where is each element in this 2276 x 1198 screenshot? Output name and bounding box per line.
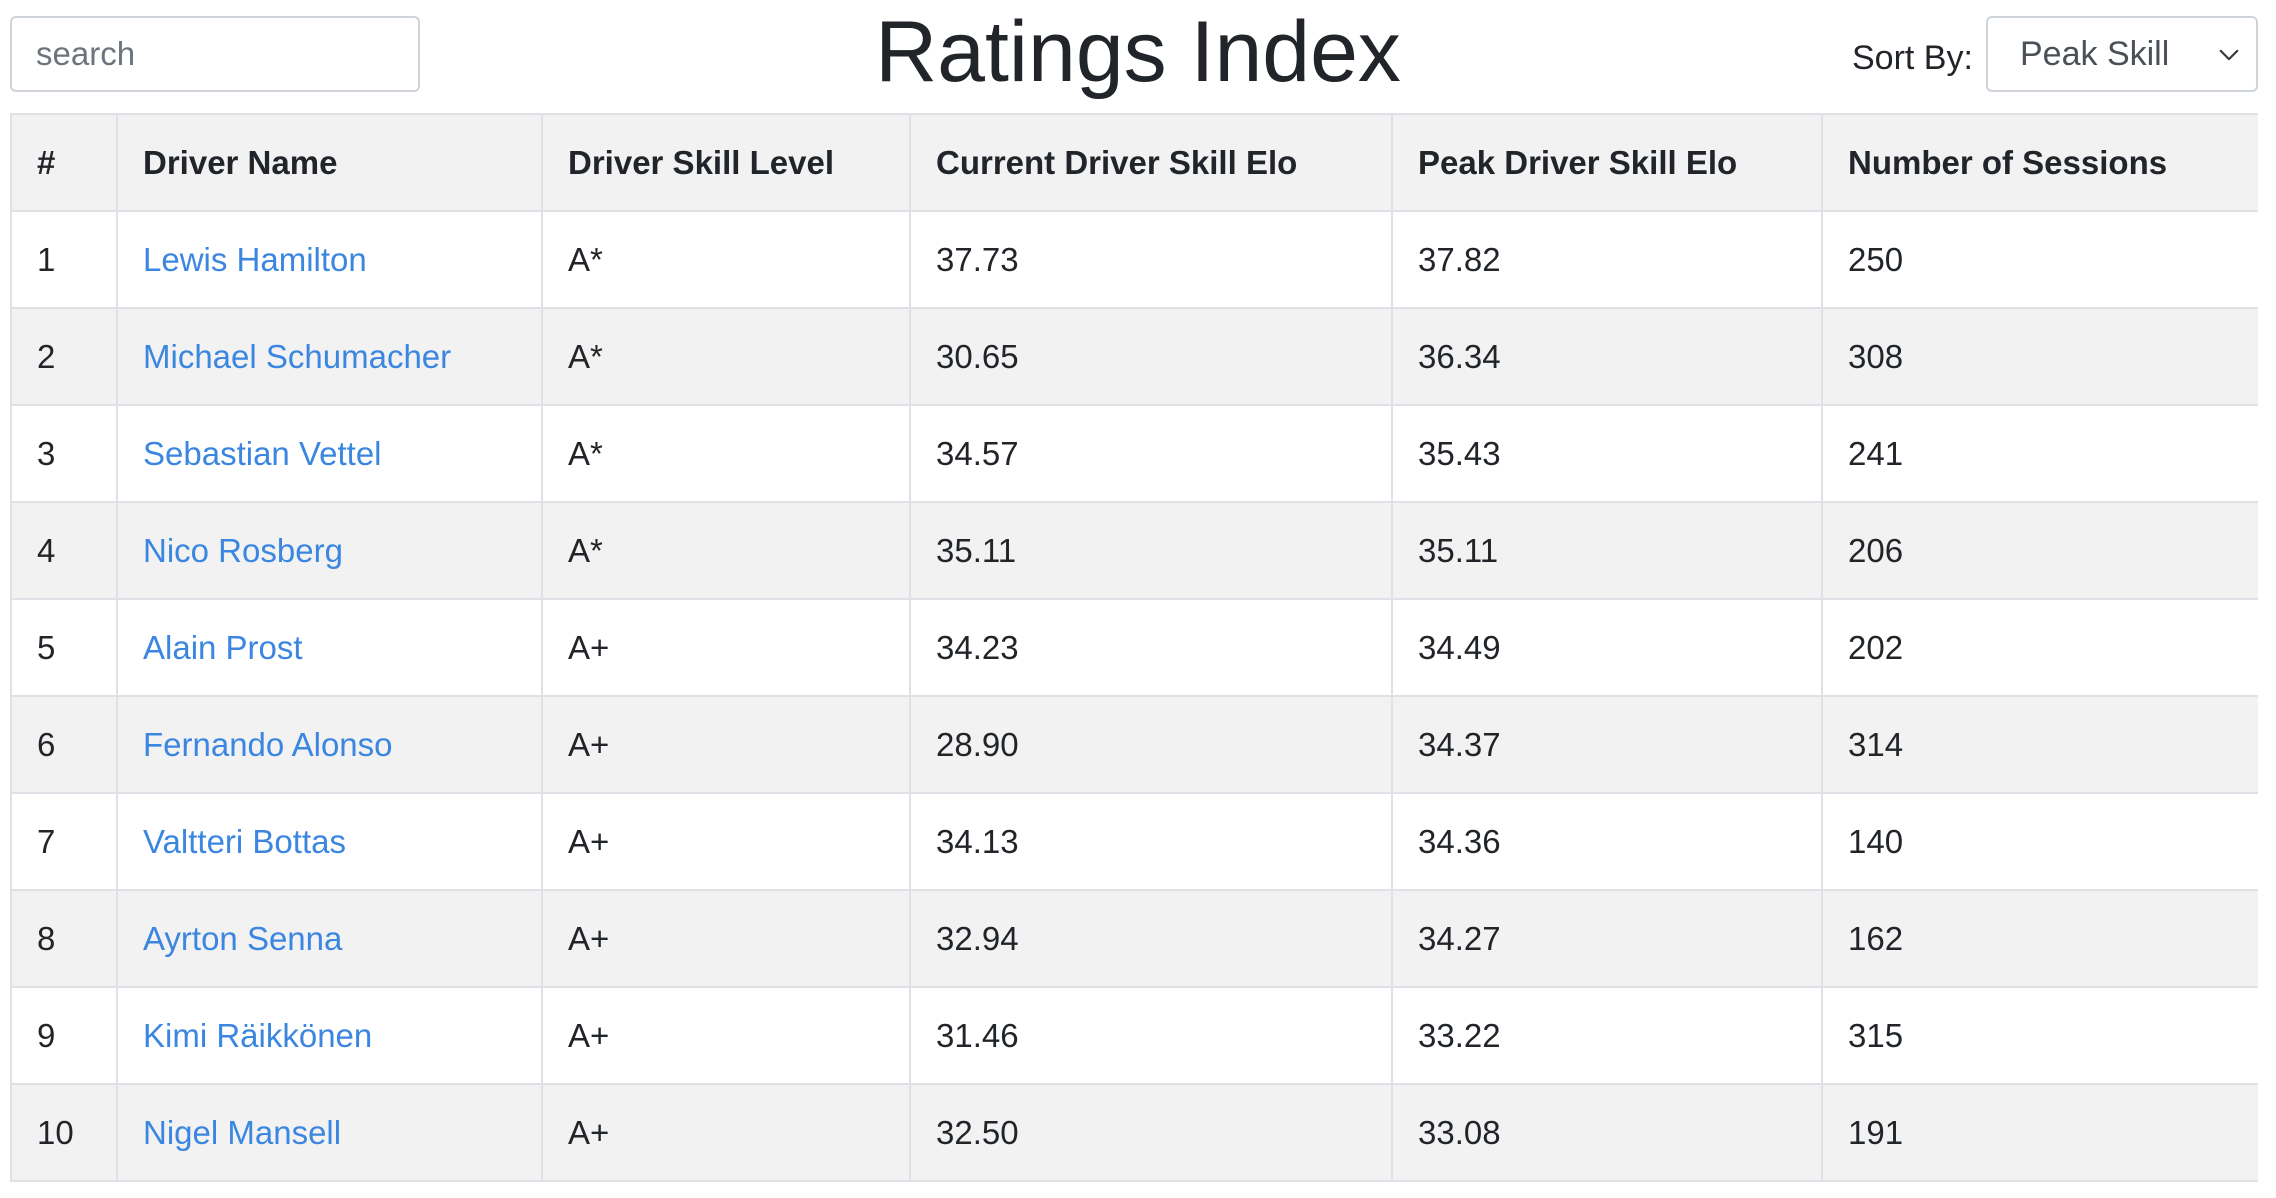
rank-cell: 3 — [10, 404, 118, 503]
peak-elo-cell: 35.43 — [1391, 404, 1823, 503]
search-input[interactable] — [10, 16, 420, 92]
driver-name-link[interactable]: Fernando Alonso — [143, 725, 393, 763]
sessions-cell: 202 — [1821, 598, 2258, 697]
driver-name-cell: Michael Schumacher — [116, 307, 543, 406]
driver-name-link[interactable]: Valtteri Bottas — [143, 822, 346, 860]
peak-elo-cell: 34.27 — [1391, 889, 1823, 988]
driver-name-cell: Kimi Räikkönen — [116, 986, 543, 1085]
sort-by-label: Sort By: — [1852, 39, 1973, 77]
driver-name-cell: Alain Prost — [116, 598, 543, 697]
skill-level-cell: A* — [541, 501, 911, 600]
skill-level-cell: A+ — [541, 986, 911, 1085]
table-row: 4 Nico Rosberg A* 35.11 35.11 206 — [10, 501, 2258, 600]
driver-name-cell: Lewis Hamilton — [116, 210, 543, 309]
peak-elo-cell: 33.08 — [1391, 1083, 1823, 1182]
peak-elo-cell: 34.37 — [1391, 695, 1823, 794]
skill-level-cell: A+ — [541, 598, 911, 697]
current-elo-cell: 28.90 — [909, 695, 1393, 794]
table-row: 5 Alain Prost A+ 34.23 34.49 202 — [10, 598, 2258, 697]
table-row: 1 Lewis Hamilton A* 37.73 37.82 250 — [10, 210, 2258, 309]
driver-name-cell: Nico Rosberg — [116, 501, 543, 600]
skill-level-cell: A* — [541, 307, 911, 406]
column-header-rank[interactable]: # — [10, 113, 118, 212]
column-header-driver-name[interactable]: Driver Name — [116, 113, 543, 212]
skill-level-cell: A* — [541, 404, 911, 503]
rank-cell: 2 — [10, 307, 118, 406]
driver-name-link[interactable]: Sebastian Vettel — [143, 434, 382, 472]
peak-elo-cell: 37.82 — [1391, 210, 1823, 309]
driver-name-link[interactable]: Alain Prost — [143, 628, 303, 666]
rank-cell: 6 — [10, 695, 118, 794]
sort-by-select[interactable]: Peak Skill — [1986, 16, 2258, 92]
sessions-cell: 162 — [1821, 889, 2258, 988]
top-bar: Ratings Index Sort By: Peak Skill — [0, 0, 2276, 112]
sessions-cell: 206 — [1821, 501, 2258, 600]
driver-name-cell: Sebastian Vettel — [116, 404, 543, 503]
current-elo-cell: 31.46 — [909, 986, 1393, 1085]
rank-cell: 10 — [10, 1083, 118, 1182]
chevron-down-icon — [2219, 49, 2239, 61]
driver-name-link[interactable]: Michael Schumacher — [143, 337, 452, 375]
table-row: 10 Nigel Mansell A+ 32.50 33.08 191 — [10, 1083, 2258, 1182]
column-header-sessions[interactable]: Number of Sessions — [1821, 113, 2258, 212]
current-elo-cell: 34.23 — [909, 598, 1393, 697]
current-elo-cell: 34.57 — [909, 404, 1393, 503]
current-elo-cell: 35.11 — [909, 501, 1393, 600]
table-row: 8 Ayrton Senna A+ 32.94 34.27 162 — [10, 889, 2258, 988]
sessions-cell: 140 — [1821, 792, 2258, 891]
skill-level-cell: A+ — [541, 695, 911, 794]
current-elo-cell: 34.13 — [909, 792, 1393, 891]
skill-level-cell: A+ — [541, 792, 911, 891]
skill-level-cell: A* — [541, 210, 911, 309]
ratings-table: # Driver Name Driver Skill Level Current… — [10, 113, 2258, 1182]
sessions-cell: 308 — [1821, 307, 2258, 406]
rank-cell: 4 — [10, 501, 118, 600]
column-header-current-elo[interactable]: Current Driver Skill Elo — [909, 113, 1393, 212]
rank-cell: 9 — [10, 986, 118, 1085]
current-elo-cell: 37.73 — [909, 210, 1393, 309]
current-elo-cell: 32.50 — [909, 1083, 1393, 1182]
column-header-peak-elo[interactable]: Peak Driver Skill Elo — [1391, 113, 1823, 212]
table-header-row: # Driver Name Driver Skill Level Current… — [10, 113, 2258, 212]
sessions-cell: 241 — [1821, 404, 2258, 503]
current-elo-cell: 30.65 — [909, 307, 1393, 406]
column-header-skill-level[interactable]: Driver Skill Level — [541, 113, 911, 212]
driver-name-link[interactable]: Kimi Räikkönen — [143, 1016, 373, 1054]
rank-cell: 8 — [10, 889, 118, 988]
table-row: 2 Michael Schumacher A* 30.65 36.34 308 — [10, 307, 2258, 406]
current-elo-cell: 32.94 — [909, 889, 1393, 988]
peak-elo-cell: 33.22 — [1391, 986, 1823, 1085]
peak-elo-cell: 34.36 — [1391, 792, 1823, 891]
driver-name-cell: Nigel Mansell — [116, 1083, 543, 1182]
ratings-table-container: # Driver Name Driver Skill Level Current… — [10, 113, 2258, 1198]
driver-name-cell: Fernando Alonso — [116, 695, 543, 794]
driver-name-link[interactable]: Lewis Hamilton — [143, 240, 367, 278]
rank-cell: 7 — [10, 792, 118, 891]
rank-cell: 5 — [10, 598, 118, 697]
sort-by-selected-value: Peak Skill — [2020, 34, 2170, 73]
driver-name-cell: Ayrton Senna — [116, 889, 543, 988]
sessions-cell: 315 — [1821, 986, 2258, 1085]
skill-level-cell: A+ — [541, 889, 911, 988]
driver-name-link[interactable]: Nigel Mansell — [143, 1113, 342, 1151]
table-row: 6 Fernando Alonso A+ 28.90 34.37 314 — [10, 695, 2258, 794]
peak-elo-cell: 34.49 — [1391, 598, 1823, 697]
driver-name-link[interactable]: Nico Rosberg — [143, 531, 343, 569]
sessions-cell: 191 — [1821, 1083, 2258, 1182]
table-row: 3 Sebastian Vettel A* 34.57 35.43 241 — [10, 404, 2258, 503]
driver-name-link[interactable]: Ayrton Senna — [143, 919, 343, 957]
peak-elo-cell: 35.11 — [1391, 501, 1823, 600]
rank-cell: 1 — [10, 210, 118, 309]
peak-elo-cell: 36.34 — [1391, 307, 1823, 406]
table-row: 9 Kimi Räikkönen A+ 31.46 33.22 315 — [10, 986, 2258, 1085]
skill-level-cell: A+ — [541, 1083, 911, 1182]
sessions-cell: 250 — [1821, 210, 2258, 309]
sessions-cell: 314 — [1821, 695, 2258, 794]
table-body: 1 Lewis Hamilton A* 37.73 37.82 250 2 Michael S… — [10, 210, 2258, 1182]
driver-name-cell: Valtteri Bottas — [116, 792, 543, 891]
table-row: 7 Valtteri Bottas A+ 34.13 34.36 140 — [10, 792, 2258, 891]
